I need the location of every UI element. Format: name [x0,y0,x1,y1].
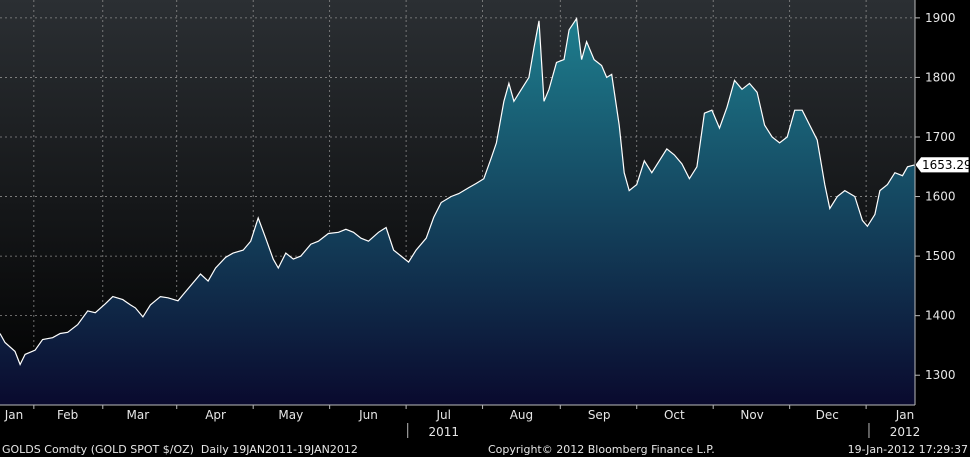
x-tick-label: Jul [435,408,450,422]
x-tick-label: Feb [57,408,78,422]
x-tick-label: Dec [816,408,839,422]
y-tick-label: 1400 [925,309,956,323]
footer-security: GOLDS Comdty (GOLD SPOT $/OZ) Daily 19JA… [2,443,358,456]
year-label: 2012 [890,425,921,439]
last-price-flag: 1653.29 [914,156,970,174]
y-tick-label: 1500 [925,249,956,263]
y-tick-label: 1300 [925,368,956,382]
x-axis-ticks: Jan Feb Mar Apr May Jun Jul Aug Sep Oct Nov Dec Jan 2… [4,405,920,439]
x-tick-label: Aug [510,408,533,422]
footer-timestamp: 19-Jan-2012 17:29:37 [848,443,968,456]
x-tick-label: Jun [358,408,378,422]
last-price-label: 1653.29 [922,158,970,172]
x-tick-label: Apr [205,408,226,422]
price-line [0,16,916,366]
x-tick-label: May [278,408,303,422]
y-tick-label: 1800 [925,70,956,84]
x-tick-label: Nov [740,408,763,422]
last-price-box [914,156,970,174]
year-label: 2011 [428,425,459,439]
price-area [0,18,915,405]
x-tick-label: Sep [588,408,611,422]
x-tick-label: Jan [4,408,24,422]
y-tick-label: 1700 [925,130,956,144]
y-axis-ticks: 1300 1400 1500 1600 1700 1800 1900 [915,11,956,382]
footer-copyright: Copyright© 2012 Bloomberg Finance L.P. [488,443,715,456]
y-tick-label: 1600 [925,190,956,204]
x-tick-label: Oct [664,408,685,422]
x-tick-label: Jan [895,408,915,422]
x-tick-label: Mar [127,408,150,422]
y-tick-label: 1900 [925,11,956,25]
